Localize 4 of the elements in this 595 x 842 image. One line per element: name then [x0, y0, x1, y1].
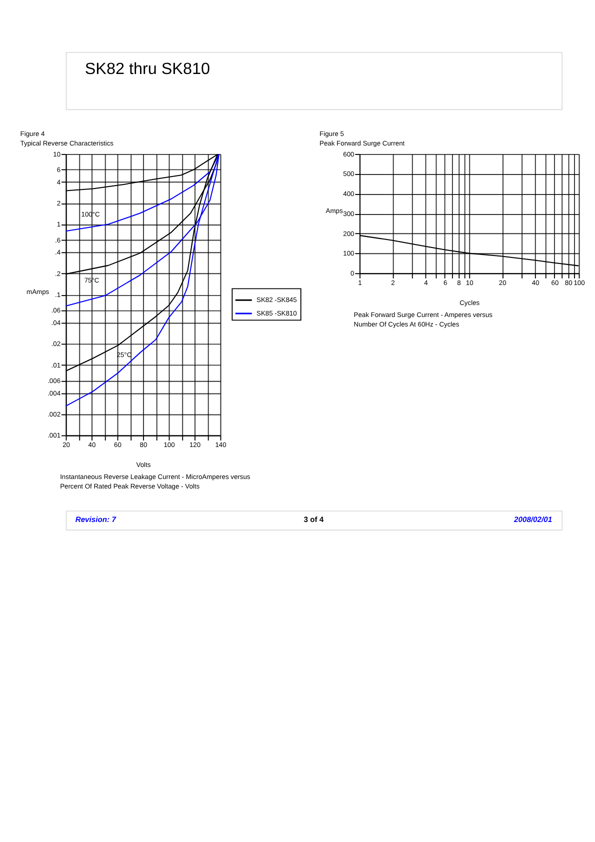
text: 3 of 4 — [304, 515, 324, 524]
text: 2008/02/01 — [513, 515, 552, 524]
text: Revision: 7 — [75, 515, 117, 524]
text: SK82 thru SK810 — [84, 60, 210, 78]
